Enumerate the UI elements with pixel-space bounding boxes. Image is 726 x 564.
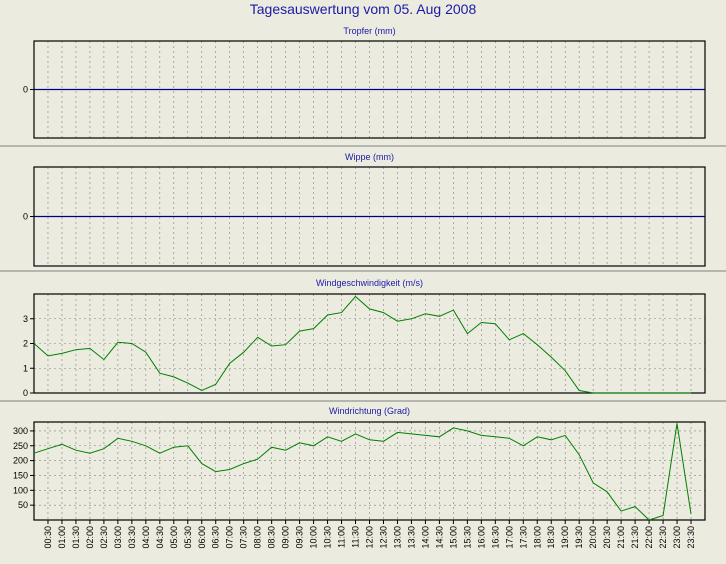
x-tick-label: 09:30 xyxy=(295,526,305,549)
panel-tropfer: Tropfer (mm) 0 xyxy=(23,26,706,139)
x-tick-label: 18:30 xyxy=(546,526,556,549)
x-tick-label: 16:00 xyxy=(476,526,486,549)
x-tick-label: 20:00 xyxy=(588,526,598,549)
x-tick-label: 21:30 xyxy=(630,526,640,549)
x-tick-label: 10:30 xyxy=(323,526,333,549)
x-tick-label: 19:00 xyxy=(560,526,570,549)
y-tick-label: 3 xyxy=(23,314,28,324)
panel-windrichtung: Windrichtung (Grad) 50 100 150 200 250 300 xyxy=(13,406,706,521)
x-tick-label: 08:00 xyxy=(253,526,263,549)
y-tick-label: 0 xyxy=(23,212,28,222)
x-tick-label: 06:00 xyxy=(197,526,207,549)
x-tick-label: 20:30 xyxy=(602,526,612,549)
x-tick-label: 14:30 xyxy=(434,526,444,549)
x-tick-label: 14:00 xyxy=(420,526,430,549)
x-tick-label: 21:00 xyxy=(616,526,626,549)
x-tick-label: 01:00 xyxy=(57,526,67,549)
plot-frame xyxy=(33,40,706,139)
x-tick-label: 11:30 xyxy=(351,526,361,548)
x-tick-label: 15:00 xyxy=(448,526,458,549)
y-tick-label: 0 xyxy=(23,388,28,398)
x-tick-label: 04:00 xyxy=(141,526,151,549)
panel-separators xyxy=(0,145,726,402)
x-tick-label: 19:30 xyxy=(574,526,584,549)
y-tick-label: 200 xyxy=(13,456,28,466)
x-tick-label: 11:00 xyxy=(337,526,347,548)
x-tick-label: 06:30 xyxy=(211,526,221,549)
panel-title: Tropfer (mm) xyxy=(343,26,395,36)
y-tick-label: 2 xyxy=(23,339,28,349)
panel-wippe: Wippe (mm) 0 xyxy=(23,152,706,267)
x-tick-label: 03:30 xyxy=(127,526,137,549)
y-tick-label: 250 xyxy=(13,441,28,451)
page-title: Tagesauswertung vom 05. Aug 2008 xyxy=(249,1,477,17)
x-tick-label: 07:00 xyxy=(225,526,235,549)
x-tick-label: 02:00 xyxy=(85,526,95,549)
y-tick-label: 150 xyxy=(13,470,28,480)
x-tick-label: 00:30 xyxy=(43,526,53,549)
x-tick-label: 05:30 xyxy=(183,526,193,549)
x-tick-label: 10:00 xyxy=(309,526,319,549)
x-tick-label: 23:00 xyxy=(672,526,682,549)
x-tick-label: 05:00 xyxy=(169,526,179,549)
x-tick-label: 17:30 xyxy=(518,526,528,549)
x-tick-label: 04:30 xyxy=(155,526,165,549)
x-tick-label: 15:30 xyxy=(462,526,472,549)
y-tick-label: 300 xyxy=(13,426,28,436)
x-axis-time-labels: 00:30 01:00 01:30 02:00 02:30 03:00 03:30 04:00… xyxy=(43,520,696,549)
x-tick-label: 07:30 xyxy=(239,526,249,549)
panel-windgeschwindigkeit: Windgeschwindigkeit (m/s) 0 1 2 3 xyxy=(23,278,706,398)
y-tick-label: 1 xyxy=(23,363,28,373)
x-tick-label: 08:30 xyxy=(267,526,277,549)
x-tick-label: 22:00 xyxy=(644,526,654,549)
x-tick-label: 18:00 xyxy=(532,526,542,549)
x-tick-label: 03:00 xyxy=(113,526,123,549)
x-tick-label: 22:30 xyxy=(658,526,668,549)
x-tick-label: 13:30 xyxy=(406,526,416,549)
x-tick-label: 17:00 xyxy=(504,526,514,549)
x-tick-label: 12:30 xyxy=(378,526,388,549)
x-tick-label: 12:00 xyxy=(365,526,375,549)
plot-frame xyxy=(33,166,706,267)
y-tick-label: 100 xyxy=(13,485,28,495)
series-line xyxy=(33,423,692,521)
x-tick-label: 13:00 xyxy=(392,526,402,549)
x-tick-label: 02:30 xyxy=(99,526,109,549)
x-tick-label: 16:30 xyxy=(490,526,500,549)
y-tick-label: 50 xyxy=(18,500,28,510)
x-tick-label: 09:00 xyxy=(281,526,291,549)
panel-title: Windrichtung (Grad) xyxy=(329,406,410,416)
x-tick-label: 01:30 xyxy=(71,526,81,549)
x-tick-label: 23:30 xyxy=(686,526,696,549)
panel-title: Wippe (mm) xyxy=(345,152,394,162)
y-tick-label: 0 xyxy=(23,85,28,95)
panel-title: Windgeschwindigkeit (m/s) xyxy=(316,278,423,288)
series-line xyxy=(33,295,691,394)
